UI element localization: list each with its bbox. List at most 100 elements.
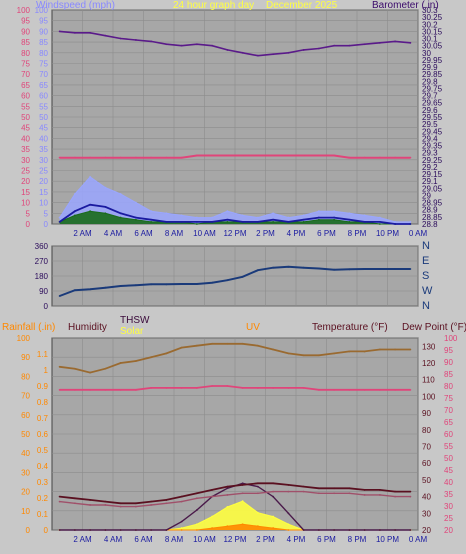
left-tick-label: 95 [21,17,30,26]
data-point [348,212,351,215]
data-point [226,487,229,490]
data-point [226,210,229,213]
data-point [73,214,76,217]
data-point [272,387,275,389]
right-tick-label: 120 [422,359,436,368]
left-tick-label: 90 [21,27,30,36]
panel-wind-baro-left-axis2: 0510152025303540455055606570758085909510… [35,6,49,229]
data-point [333,268,336,271]
left2-tick-label: 25 [39,167,48,176]
x-tick-label: 2 AM [73,535,92,544]
left-tick-label: 50 [21,430,30,439]
right2-tick-label: 60 [444,430,453,439]
right2-tick-label: 25 [444,514,453,523]
data-point [195,43,198,46]
data-point [165,283,168,286]
left2-tick-label: 0 [44,220,49,229]
series-line [59,490,411,508]
left-tick-label: 100 [17,334,31,343]
data-point [73,31,76,34]
data-point [378,220,381,223]
data-point [302,266,305,269]
data-point [394,495,397,498]
x-tick-label: 4 PM [287,535,306,544]
left2-tick-label: 70 [39,70,48,79]
data-point [272,218,275,221]
right-tick-label: E [422,255,429,267]
left-tick-label: 60 [21,92,30,101]
left2-tick-label: 0 [44,526,49,535]
data-point [119,285,122,287]
data-point [211,495,214,498]
data-point [317,47,320,50]
data-point [302,154,305,157]
left2-tick-label: 0.2 [37,494,49,503]
x-tick-label: 4 AM [104,229,123,238]
data-point [287,216,290,219]
data-point [363,43,366,46]
data-point [211,489,214,491]
x-tick-label: 6 AM [134,535,153,544]
panel-wind-baro-right-axis: 28.828.8528.928.952929.0529.129.1529.229… [422,6,443,229]
data-point [378,388,381,391]
series-line [59,203,411,225]
x-tick-label: 12 PM [223,229,246,238]
right-tick-label: 30.05 [422,42,443,51]
data-point [73,289,76,292]
right-tick-label: 29.4 [422,134,438,143]
left-tick-label: 0 [44,302,49,311]
data-point [211,154,214,157]
data-point [333,492,336,495]
data-point [150,220,153,223]
right-tick-label: 29.65 [422,99,443,108]
right-tick-label: 30.3 [422,6,438,15]
data-point [89,504,92,506]
series-area [59,501,411,530]
data-point [241,482,244,485]
right-tick-label: 29.3 [422,149,438,158]
data-point [180,520,183,523]
series-line [59,482,411,505]
data-point [134,502,137,505]
x-tick-label: 6 AM [134,229,153,238]
data-point [180,500,183,503]
panel-temp-humidity-series [58,342,412,531]
left-tick-label: 75 [21,60,30,69]
data-point [58,30,61,33]
left2-tick-label: 85 [39,38,48,47]
left-tick-label: 180 [35,272,49,281]
right-tick-label: 29.5 [422,120,438,129]
series-line [59,30,411,57]
data-point [409,490,412,493]
data-point [241,214,244,217]
data-point [333,487,336,490]
data-point [256,482,259,485]
data-point [394,156,397,159]
data-point [287,529,290,531]
data-point [195,529,198,531]
data-point [134,156,137,159]
windspeed-axis-title: Windspeed (mph) [36,0,115,11]
left-tick-label: 0 [26,526,31,535]
left-tick-label: 80 [21,49,30,58]
left2-tick-label: 5 [44,209,49,218]
left2-tick-label: 100 [35,6,49,15]
data-point [241,492,244,495]
left-tick-label: 25 [21,167,30,176]
data-point [378,489,381,491]
data-point [272,348,275,351]
left2-tick-label: 0.7 [37,414,49,423]
data-point [211,527,214,529]
data-point [73,502,76,505]
right2-tick-label: 50 [444,454,453,463]
data-point [394,529,397,531]
right-tick-label: 29.2 [422,163,438,172]
left-tick-label: 90 [39,287,48,296]
data-point [378,216,381,219]
data-point [409,41,412,44]
data-point [180,529,183,531]
data-point [195,497,198,500]
x-tick-label: 12 PM [223,535,246,544]
data-point [363,388,366,391]
data-point [211,216,214,219]
